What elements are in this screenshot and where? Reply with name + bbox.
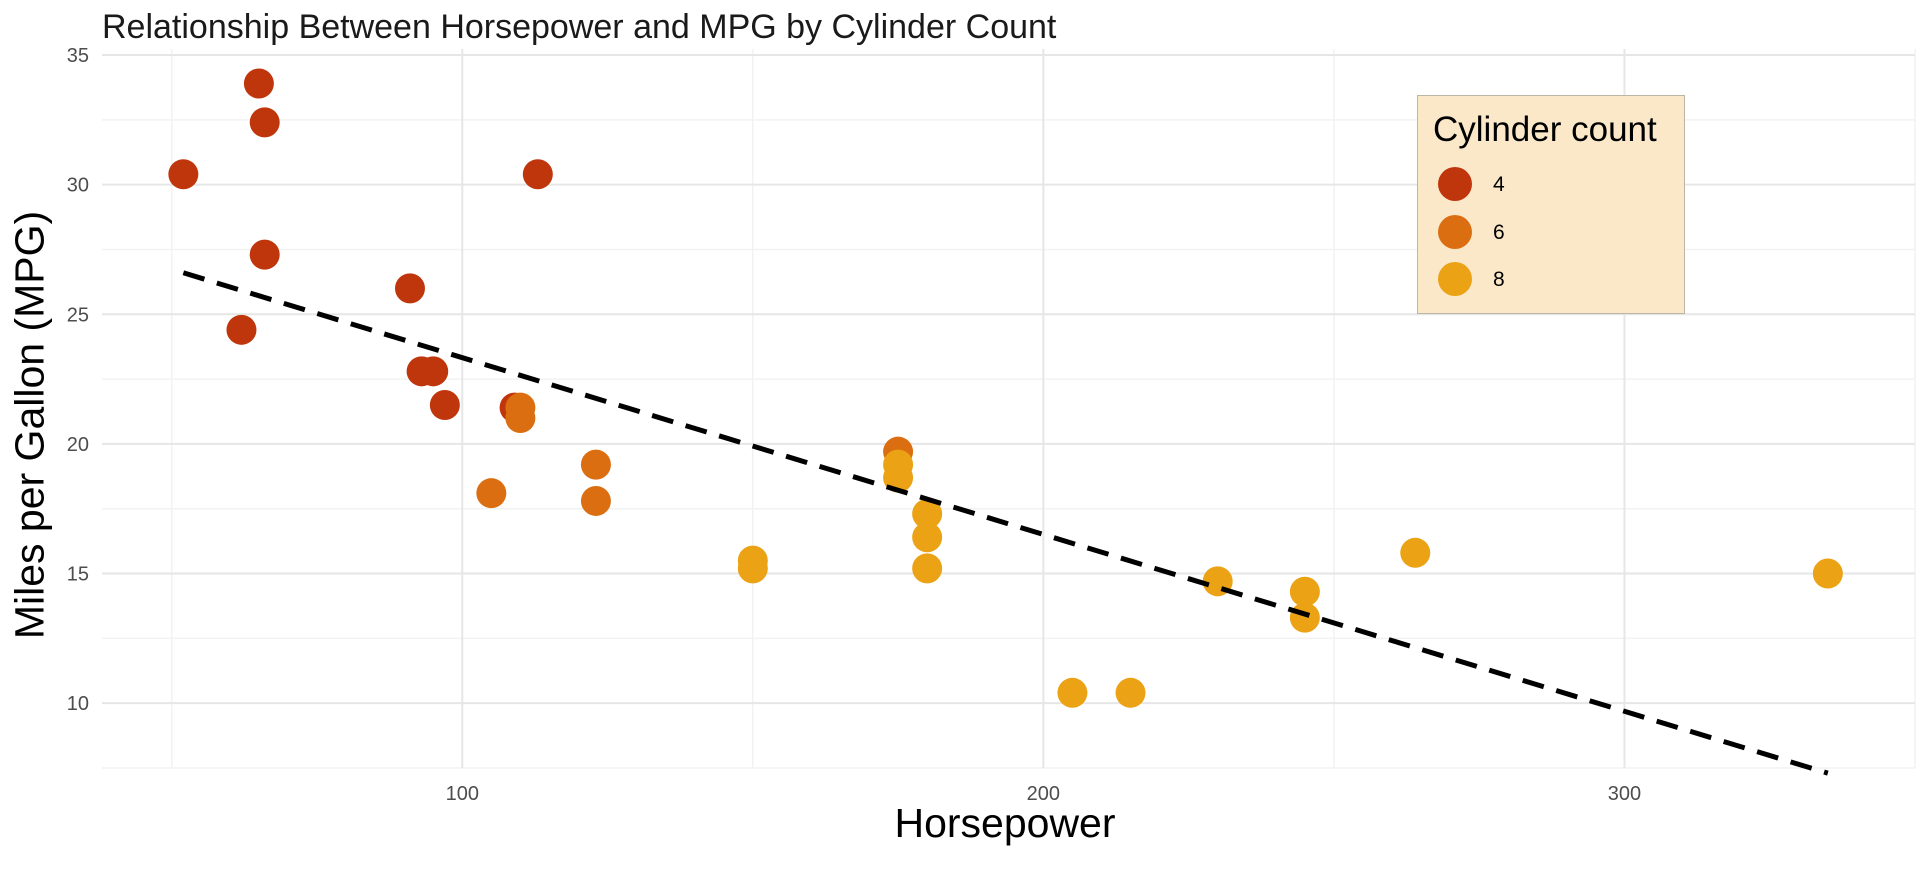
data-point-cyl-4 (226, 314, 257, 345)
x-tick-label: 200 (1027, 783, 1060, 805)
data-point-cyl-8 (912, 522, 943, 553)
data-point-cyl-6 (505, 392, 536, 423)
trend-layer (182, 270, 1829, 776)
data-point-cyl-4 (418, 356, 449, 387)
data-point-cyl-4 (522, 159, 553, 190)
data-point-cyl-8 (1400, 537, 1431, 568)
data-point-cyl-6 (476, 478, 507, 509)
data-point-cyl-8 (1115, 677, 1146, 708)
data-point-cyl-8 (1057, 677, 1088, 708)
legend-item-8: 8 (1438, 259, 1638, 299)
data-point-cyl-4 (243, 68, 274, 99)
data-point-cyl-8 (1289, 602, 1320, 633)
data-points (168, 68, 1843, 708)
data-point-cyl-8 (1289, 576, 1320, 607)
y-tick-label: 25 (67, 304, 89, 326)
y-axis-label: Miles per Gallon (MPG) (6, 210, 53, 640)
legend-swatch-4 (1438, 167, 1472, 201)
legend-label-6: 6 (1493, 221, 1505, 244)
tick-labels: 100 200 300 10 15 20 25 30 35 (67, 45, 1641, 805)
x-tick-label: 300 (1608, 783, 1641, 805)
legend: Cylinder count 4 6 8 (1417, 95, 1685, 314)
data-point-cyl-8 (912, 553, 943, 584)
legend-item-6: 6 (1438, 212, 1638, 252)
data-point-cyl-8 (883, 449, 914, 480)
data-point-cyl-8 (737, 553, 768, 584)
legend-item-4: 4 (1438, 164, 1638, 204)
y-tick-label: 10 (67, 693, 89, 715)
y-tick-label: 35 (67, 45, 89, 67)
x-axis-label: Horsepower (894, 800, 1116, 846)
trend-line (182, 270, 1829, 776)
y-tick-label: 15 (67, 564, 89, 586)
x-tick-label: 100 (446, 783, 479, 805)
y-tick-label: 30 (67, 175, 89, 197)
data-point-cyl-8 (1812, 558, 1843, 589)
grid (102, 49, 1916, 769)
data-point-cyl-4 (168, 159, 199, 190)
data-point-cyl-6 (580, 485, 611, 516)
data-point-cyl-4 (429, 390, 460, 421)
data-point-cyl-4 (249, 107, 280, 138)
data-point-cyl-8 (912, 498, 943, 529)
legend-title: Cylinder count (1433, 110, 1657, 149)
data-point-cyl-4 (394, 273, 425, 304)
y-tick-label: 20 (67, 434, 89, 456)
legend-swatch-8 (1438, 262, 1472, 296)
legend-label-8: 8 (1493, 268, 1505, 291)
chart-title: Relationship Between Horsepower and MPG … (102, 8, 1057, 46)
data-point-cyl-6 (580, 449, 611, 480)
legend-label-4: 4 (1493, 173, 1505, 196)
data-point-cyl-4 (249, 239, 280, 270)
legend-swatch-6 (1438, 215, 1472, 249)
